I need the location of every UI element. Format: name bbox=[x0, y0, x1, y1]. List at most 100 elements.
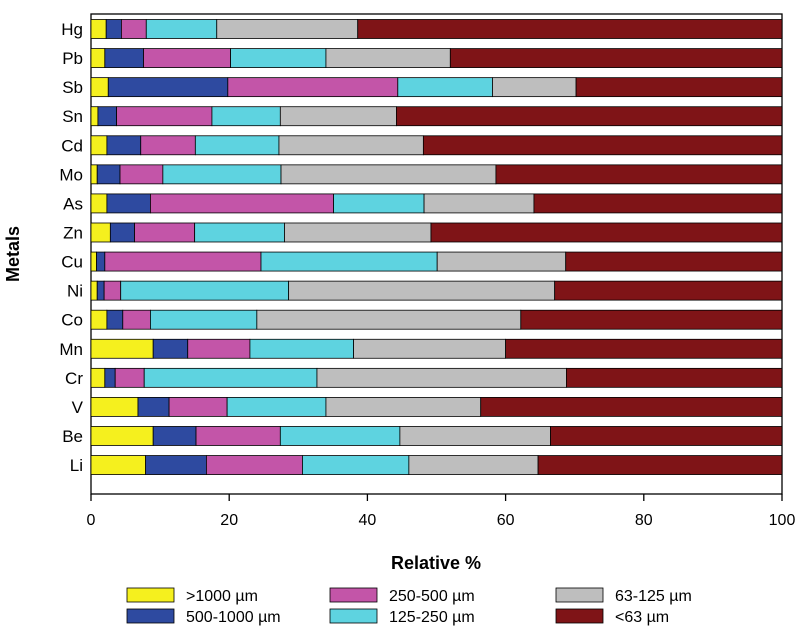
bar-sn-lt-63-um bbox=[396, 106, 783, 127]
y-axis-title: Metals bbox=[3, 226, 23, 282]
bar-li-250-500-um bbox=[205, 455, 303, 475]
bar-pb-125-250-um bbox=[230, 48, 327, 68]
bar-li-500-1000-um bbox=[145, 455, 207, 475]
bar-pb-250-500-um bbox=[143, 48, 231, 68]
bar-hg-125-250-um bbox=[145, 19, 218, 39]
bar-mo-lt-63-um bbox=[495, 164, 783, 185]
bar-li-63-125-um bbox=[408, 455, 539, 475]
bar-sb-gt-1000-um bbox=[90, 77, 109, 98]
bar-cd-gt-1000-um bbox=[90, 135, 108, 156]
bar-be-lt-63-um bbox=[550, 426, 783, 446]
category-label-v: V bbox=[72, 398, 84, 417]
x-axis-ticks: 0 20 40 60 80 100 bbox=[87, 494, 796, 529]
bar-v-250-500-um bbox=[168, 397, 228, 417]
bar-as-250-500-um bbox=[150, 193, 334, 214]
bar-li-lt-63-um bbox=[537, 455, 783, 475]
legend-label-125-250-um: 125-250 µm bbox=[389, 609, 475, 626]
legend-label-250-500-um: 250-500 µm bbox=[389, 588, 475, 605]
bar-v-63-125-um bbox=[325, 397, 482, 417]
bar-sb-500-1000-um bbox=[107, 77, 229, 98]
bar-v-125-250-um bbox=[226, 397, 327, 417]
bar-cd-lt-63-um bbox=[422, 135, 783, 156]
bar-mn-lt-63-um bbox=[505, 338, 783, 359]
bar-sb-lt-63-um bbox=[575, 77, 783, 98]
bar-pb-500-1000-um bbox=[104, 48, 144, 68]
bar-as-500-1000-um bbox=[106, 193, 151, 214]
legend-label-lt-63-um: <63 µm bbox=[615, 609, 669, 626]
bar-ni-lt-63-um bbox=[554, 280, 783, 301]
bar-hg-500-1000-um bbox=[105, 19, 122, 39]
bar-be-gt-1000-um bbox=[90, 426, 154, 446]
bar-cu-125-250-um bbox=[260, 251, 438, 272]
x-tick-label-60: 60 bbox=[497, 512, 515, 529]
bar-pb-63-125-um bbox=[325, 48, 451, 68]
bar-mo-63-125-um bbox=[280, 164, 497, 185]
bar-as-lt-63-um bbox=[533, 193, 783, 214]
bar-cr-125-250-um bbox=[143, 367, 318, 388]
bar-mo-500-1000-um bbox=[96, 164, 121, 185]
bar-ni-gt-1000-um bbox=[90, 280, 98, 301]
bar-cu-lt-63-um bbox=[565, 251, 783, 272]
legend-label-63-125-um: 63-125 µm bbox=[615, 588, 692, 605]
category-label-co: Co bbox=[61, 311, 83, 330]
bar-cu-gt-1000-um bbox=[90, 251, 97, 272]
bar-co-lt-63-um bbox=[520, 309, 783, 330]
bars-group bbox=[90, 19, 783, 475]
x-tick-label-80: 80 bbox=[635, 512, 653, 529]
bar-cu-63-125-um bbox=[436, 251, 567, 272]
legend-swatch-250-500-um bbox=[329, 587, 378, 603]
bar-zn-125-250-um bbox=[194, 222, 285, 243]
legend-label-gt-1000-um: >1000 µm bbox=[186, 588, 258, 605]
bar-co-250-500-um bbox=[122, 309, 151, 330]
bar-cd-125-250-um bbox=[194, 135, 280, 156]
legend: >1000 µm 250-500 µm 63-125 µm 500-1000 µm 12… bbox=[126, 587, 692, 626]
bar-zn-lt-63-um bbox=[430, 222, 783, 243]
bar-cr-lt-63-um bbox=[566, 367, 783, 388]
bar-pb-lt-63-um bbox=[449, 48, 783, 68]
bar-be-63-125-um bbox=[399, 426, 551, 446]
bar-mo-gt-1000-um bbox=[90, 164, 98, 185]
category-label-as: As bbox=[63, 194, 83, 213]
bar-as-63-125-um bbox=[423, 193, 535, 214]
bar-li-125-250-um bbox=[302, 455, 410, 475]
bar-sb-250-500-um bbox=[227, 77, 399, 98]
bar-mn-63-125-um bbox=[353, 338, 506, 359]
category-label-li: Li bbox=[70, 456, 83, 475]
bar-cu-250-500-um bbox=[104, 251, 262, 272]
bar-cd-63-125-um bbox=[278, 135, 424, 156]
bar-mo-250-500-um bbox=[119, 164, 164, 185]
x-tick-label-40: 40 bbox=[359, 512, 377, 529]
category-label-ni: Ni bbox=[67, 282, 83, 301]
bar-sb-125-250-um bbox=[397, 77, 493, 98]
bar-li-gt-1000-um bbox=[90, 455, 146, 475]
bar-mo-125-250-um bbox=[162, 164, 282, 185]
bar-co-125-250-um bbox=[150, 309, 258, 330]
x-tick-label-100: 100 bbox=[769, 512, 796, 529]
bar-zn-250-500-um bbox=[134, 222, 196, 243]
bar-mn-250-500-um bbox=[187, 338, 251, 359]
bar-mn-125-250-um bbox=[249, 338, 354, 359]
bar-sn-63-125-um bbox=[279, 106, 397, 127]
bar-ni-63-125-um bbox=[288, 280, 556, 301]
x-tick-label-20: 20 bbox=[220, 512, 238, 529]
bar-be-500-1000-um bbox=[152, 426, 197, 446]
category-label-cr: Cr bbox=[65, 369, 83, 388]
bar-ni-500-1000-um bbox=[96, 280, 105, 301]
bar-pb-gt-1000-um bbox=[90, 48, 106, 68]
bar-sn-125-250-um bbox=[211, 106, 281, 127]
legend-swatch-63-125-um bbox=[555, 587, 604, 603]
bar-cr-250-500-um bbox=[114, 367, 145, 388]
bar-as-125-250-um bbox=[333, 193, 425, 214]
bar-sn-250-500-um bbox=[116, 106, 213, 127]
bar-ni-250-500-um bbox=[103, 280, 122, 301]
bar-sn-gt-1000-um bbox=[90, 106, 99, 127]
bar-hg-lt-63-um bbox=[357, 19, 783, 39]
category-label-sb: Sb bbox=[62, 78, 83, 97]
bar-co-500-1000-um bbox=[106, 309, 124, 330]
bar-as-gt-1000-um bbox=[90, 193, 108, 214]
category-labels: Hg Pb Sb Sn Cd Mo As Zn Cu Ni Co Mn Cr V Be Li bbox=[59, 20, 83, 475]
bar-sn-500-1000-um bbox=[97, 106, 117, 127]
bar-hg-250-500-um bbox=[121, 19, 147, 39]
bar-co-gt-1000-um bbox=[90, 309, 108, 330]
